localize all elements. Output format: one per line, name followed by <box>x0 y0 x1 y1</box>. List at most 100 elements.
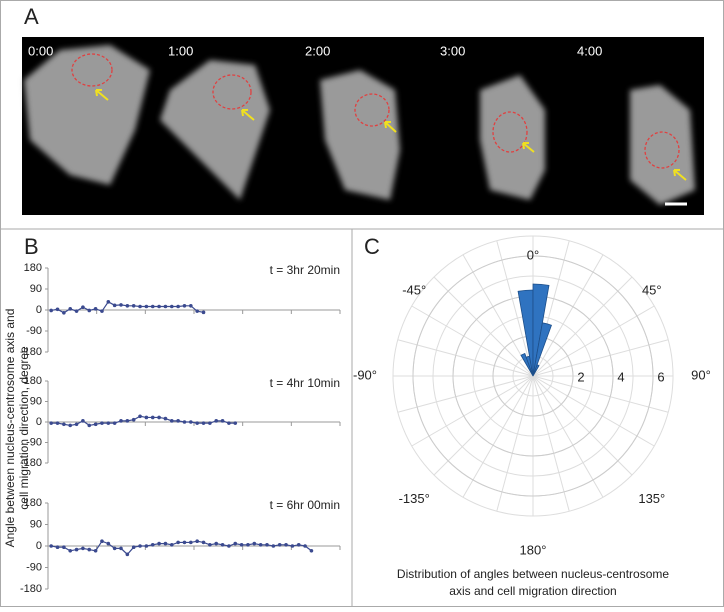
point <box>112 303 117 308</box>
point <box>119 546 123 551</box>
point <box>220 419 225 423</box>
point <box>296 543 301 547</box>
y-tick-label: 180 <box>24 497 42 509</box>
spoke <box>532 375 633 476</box>
point <box>195 309 199 313</box>
spoke <box>397 339 534 377</box>
y-tick-label: -180 <box>20 346 42 358</box>
point <box>189 304 193 308</box>
point <box>106 300 111 304</box>
point <box>201 310 206 315</box>
grid-ring <box>412 255 654 497</box>
point <box>303 544 307 548</box>
point <box>125 304 130 308</box>
point <box>227 544 231 548</box>
point <box>169 543 174 547</box>
point <box>138 544 142 548</box>
point <box>81 419 85 423</box>
point <box>246 543 250 547</box>
theta-tick-label: -90° <box>353 367 377 382</box>
annotation: t = 4hr 10min <box>270 376 340 390</box>
point <box>176 304 180 309</box>
spoke <box>411 375 534 447</box>
point <box>271 544 276 548</box>
point <box>144 304 149 309</box>
point <box>157 304 161 309</box>
annotation: t = 6hr 00min <box>270 498 340 512</box>
point <box>55 307 60 312</box>
point <box>68 307 73 311</box>
point <box>201 540 206 545</box>
time-label: 1:00 <box>168 43 193 58</box>
spoke <box>433 375 534 476</box>
point <box>144 415 149 420</box>
theta-tick-label: 0° <box>527 247 539 262</box>
cells <box>24 45 695 205</box>
spoke <box>397 375 534 413</box>
point <box>290 544 295 548</box>
spoke <box>532 375 669 413</box>
point <box>182 304 187 308</box>
point <box>214 419 219 423</box>
point <box>112 421 117 425</box>
point <box>106 421 111 425</box>
point <box>157 541 161 546</box>
y-axis-label: cell migration direction, degree <box>17 346 31 510</box>
panel-label: B <box>24 234 39 259</box>
point <box>81 546 85 551</box>
spoke <box>532 375 655 447</box>
r-tick-label: 6 <box>657 369 664 384</box>
point <box>189 540 193 545</box>
point <box>208 543 212 547</box>
time-label: 4:00 <box>577 43 602 58</box>
point <box>55 421 60 425</box>
point <box>100 421 104 425</box>
y-tick-label: 90 <box>30 283 42 295</box>
spoke <box>532 305 655 377</box>
point <box>150 415 155 420</box>
y-axis-label: Angle between nucleus-centrosome axis an… <box>3 309 17 548</box>
annotation: t = 3hr 20min <box>270 263 340 277</box>
point <box>74 309 79 313</box>
point <box>163 541 168 546</box>
point <box>131 417 136 422</box>
spoke <box>532 254 604 377</box>
point <box>138 414 142 419</box>
panel-label: A <box>24 4 39 29</box>
point <box>93 548 98 553</box>
point <box>112 546 117 551</box>
caption: Distribution of angles between nucleus-c… <box>397 567 669 581</box>
y-tick-label: -90 <box>26 561 42 573</box>
y-tick-label: -180 <box>20 457 42 469</box>
point <box>176 540 180 545</box>
y-tick-label: 0 <box>36 540 42 552</box>
point <box>309 548 314 553</box>
wedge <box>532 322 552 377</box>
wedge <box>520 352 534 377</box>
y-tick-label: 0 <box>36 304 42 316</box>
spoke <box>496 375 534 512</box>
wedge <box>532 364 540 377</box>
point <box>169 304 174 309</box>
point <box>233 541 238 546</box>
theta-tick-label: 135° <box>638 491 665 506</box>
spoke <box>532 276 633 377</box>
point <box>125 552 130 557</box>
point <box>214 541 219 546</box>
point <box>49 421 53 425</box>
point <box>233 421 238 425</box>
spoke <box>411 305 534 377</box>
point <box>62 311 66 315</box>
point <box>150 543 155 547</box>
nuclei <box>71 53 680 169</box>
point <box>68 548 73 553</box>
theta-tick-label: -135° <box>399 491 430 506</box>
panel-label: C <box>364 234 380 259</box>
point <box>119 419 123 423</box>
point <box>62 422 66 427</box>
point <box>144 544 149 548</box>
point <box>131 545 136 549</box>
theta-tick-label: 180° <box>520 542 547 557</box>
point <box>157 415 161 420</box>
point <box>74 422 79 427</box>
